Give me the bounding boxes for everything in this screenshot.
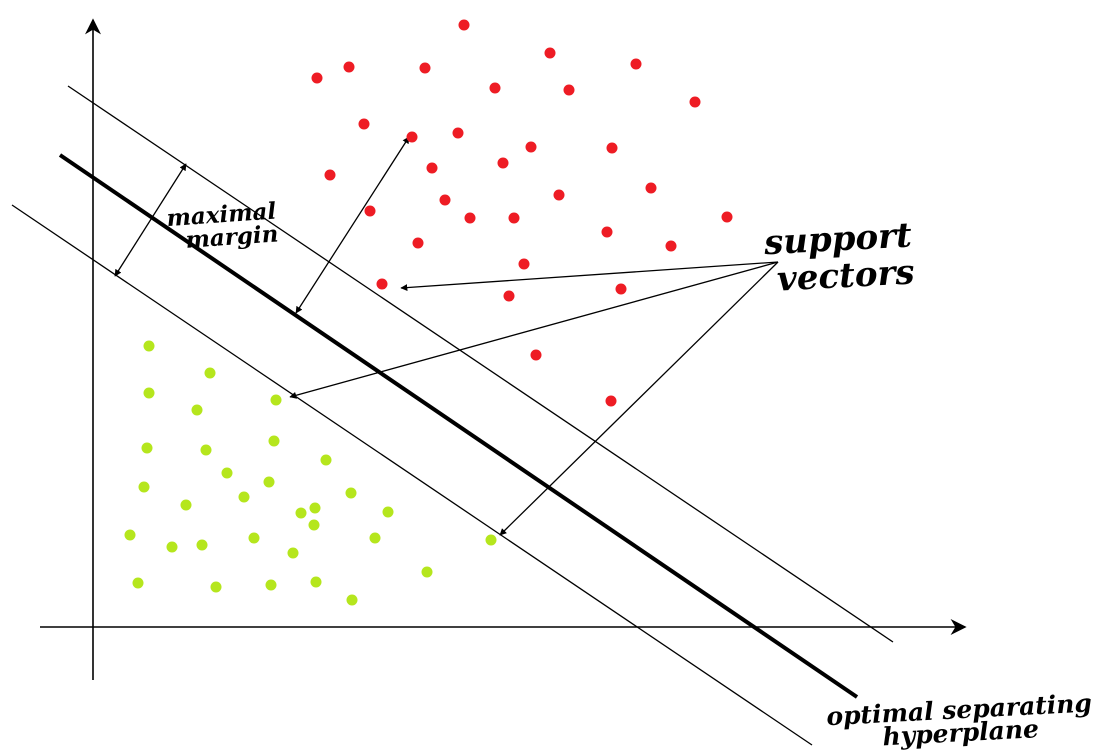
- negative-class-point-22: [248, 532, 260, 544]
- maximal-margin-label: maximal margin: [166, 197, 287, 255]
- lower-margin-line: [11, 204, 813, 746]
- negative-class-point-17: [309, 502, 321, 514]
- positive-class-point-6: [630, 58, 642, 70]
- positive-class-point-12: [452, 127, 464, 139]
- positive-class-point-9: [689, 96, 701, 108]
- negative-class-point-1: [143, 340, 155, 352]
- positive-class-point-16: [426, 162, 438, 174]
- negative-class-point-20: [124, 529, 136, 541]
- positive-class-point-28: [518, 258, 530, 270]
- negative-class-point-12: [138, 481, 150, 493]
- positive-class-point-32: [530, 349, 542, 361]
- negative-class-point-13: [238, 491, 250, 503]
- negative-class-point-25: [287, 547, 299, 559]
- negative-class-point-23: [369, 532, 381, 544]
- negative-class-point-3: [143, 387, 155, 399]
- optimal-hyperplane-label: optimal separating hyperplane: [826, 688, 1095, 751]
- negative-class-point-18: [382, 506, 394, 518]
- positive-class-point-19: [553, 189, 565, 201]
- support-vectors-label: support vectors: [762, 215, 926, 300]
- positive-class-point-27: [665, 240, 677, 252]
- positive-class-point-15: [497, 157, 509, 169]
- positive-class-point-13: [606, 142, 618, 154]
- positive-class-point-4: [419, 62, 431, 74]
- support-vector-pointer-green-lower: [499, 261, 779, 536]
- negative-class-point-15: [180, 499, 192, 511]
- negative-class-point-29: [210, 581, 222, 593]
- negative-class-points: [124, 340, 497, 606]
- negative-class-point-31: [310, 576, 322, 588]
- positive-class-point-24: [721, 211, 733, 223]
- support-vector-pointer-red: [400, 261, 779, 292]
- maximal-margin-arrow: [114, 163, 187, 277]
- negative-class-point-4: [270, 394, 282, 406]
- negative-class-point-10: [221, 467, 233, 479]
- negative-class-point-2: [204, 367, 216, 379]
- negative-class-point-8: [200, 444, 212, 456]
- positive-class-point-31: [615, 283, 627, 295]
- negative-class-point-9: [320, 454, 332, 466]
- negative-class-point-30: [265, 579, 277, 591]
- negative-class-point-19: [308, 519, 320, 531]
- positive-class-point-23: [508, 212, 520, 224]
- negative-class-point-24: [166, 541, 178, 553]
- support-vectors-label-line2: vectors: [776, 252, 915, 299]
- positive-class-point-2: [311, 72, 323, 84]
- negative-class-point-6: [268, 435, 280, 447]
- positive-class-point-10: [358, 118, 370, 130]
- positive-class-point-21: [364, 205, 376, 217]
- support-vector-pointer-green-upper: [289, 261, 779, 399]
- maximal-margin-label-line2: margin: [185, 220, 280, 253]
- negative-class-point-5: [191, 404, 203, 416]
- positive-class-point-29: [376, 278, 388, 290]
- negative-class-point-27: [421, 566, 433, 578]
- positive-class-point-8: [563, 84, 575, 96]
- positive-class-point-7: [489, 82, 501, 94]
- negative-class-point-14: [345, 487, 357, 499]
- negative-class-point-32: [346, 594, 358, 606]
- positive-class-point-3: [343, 61, 355, 73]
- negative-class-point-21: [196, 539, 208, 551]
- upper-margin-line: [67, 85, 894, 643]
- negative-class-point-28: [132, 577, 144, 589]
- positive-class-point-1: [458, 19, 470, 31]
- margin-width-arrow: [295, 136, 410, 314]
- positive-class-point-11: [406, 131, 418, 143]
- positive-class-point-33: [605, 395, 617, 407]
- positive-class-point-26: [412, 237, 424, 249]
- negative-class-point-7: [141, 442, 153, 454]
- positive-class-point-18: [645, 182, 657, 194]
- negative-class-point-16: [295, 507, 307, 519]
- positive-class-point-17: [324, 169, 336, 181]
- positive-class-point-20: [439, 194, 451, 206]
- negative-class-point-11: [263, 476, 275, 488]
- positive-class-point-30: [503, 290, 515, 302]
- positive-class-points: [311, 19, 733, 407]
- optimal-hyperplane: [58, 153, 859, 699]
- positive-class-point-14: [525, 141, 537, 153]
- positive-class-point-25: [601, 226, 613, 238]
- positive-class-point-5: [544, 47, 556, 59]
- positive-class-point-22: [464, 212, 476, 224]
- support-vectors-label-line1: support: [762, 215, 913, 263]
- negative-class-point-26: [485, 534, 497, 546]
